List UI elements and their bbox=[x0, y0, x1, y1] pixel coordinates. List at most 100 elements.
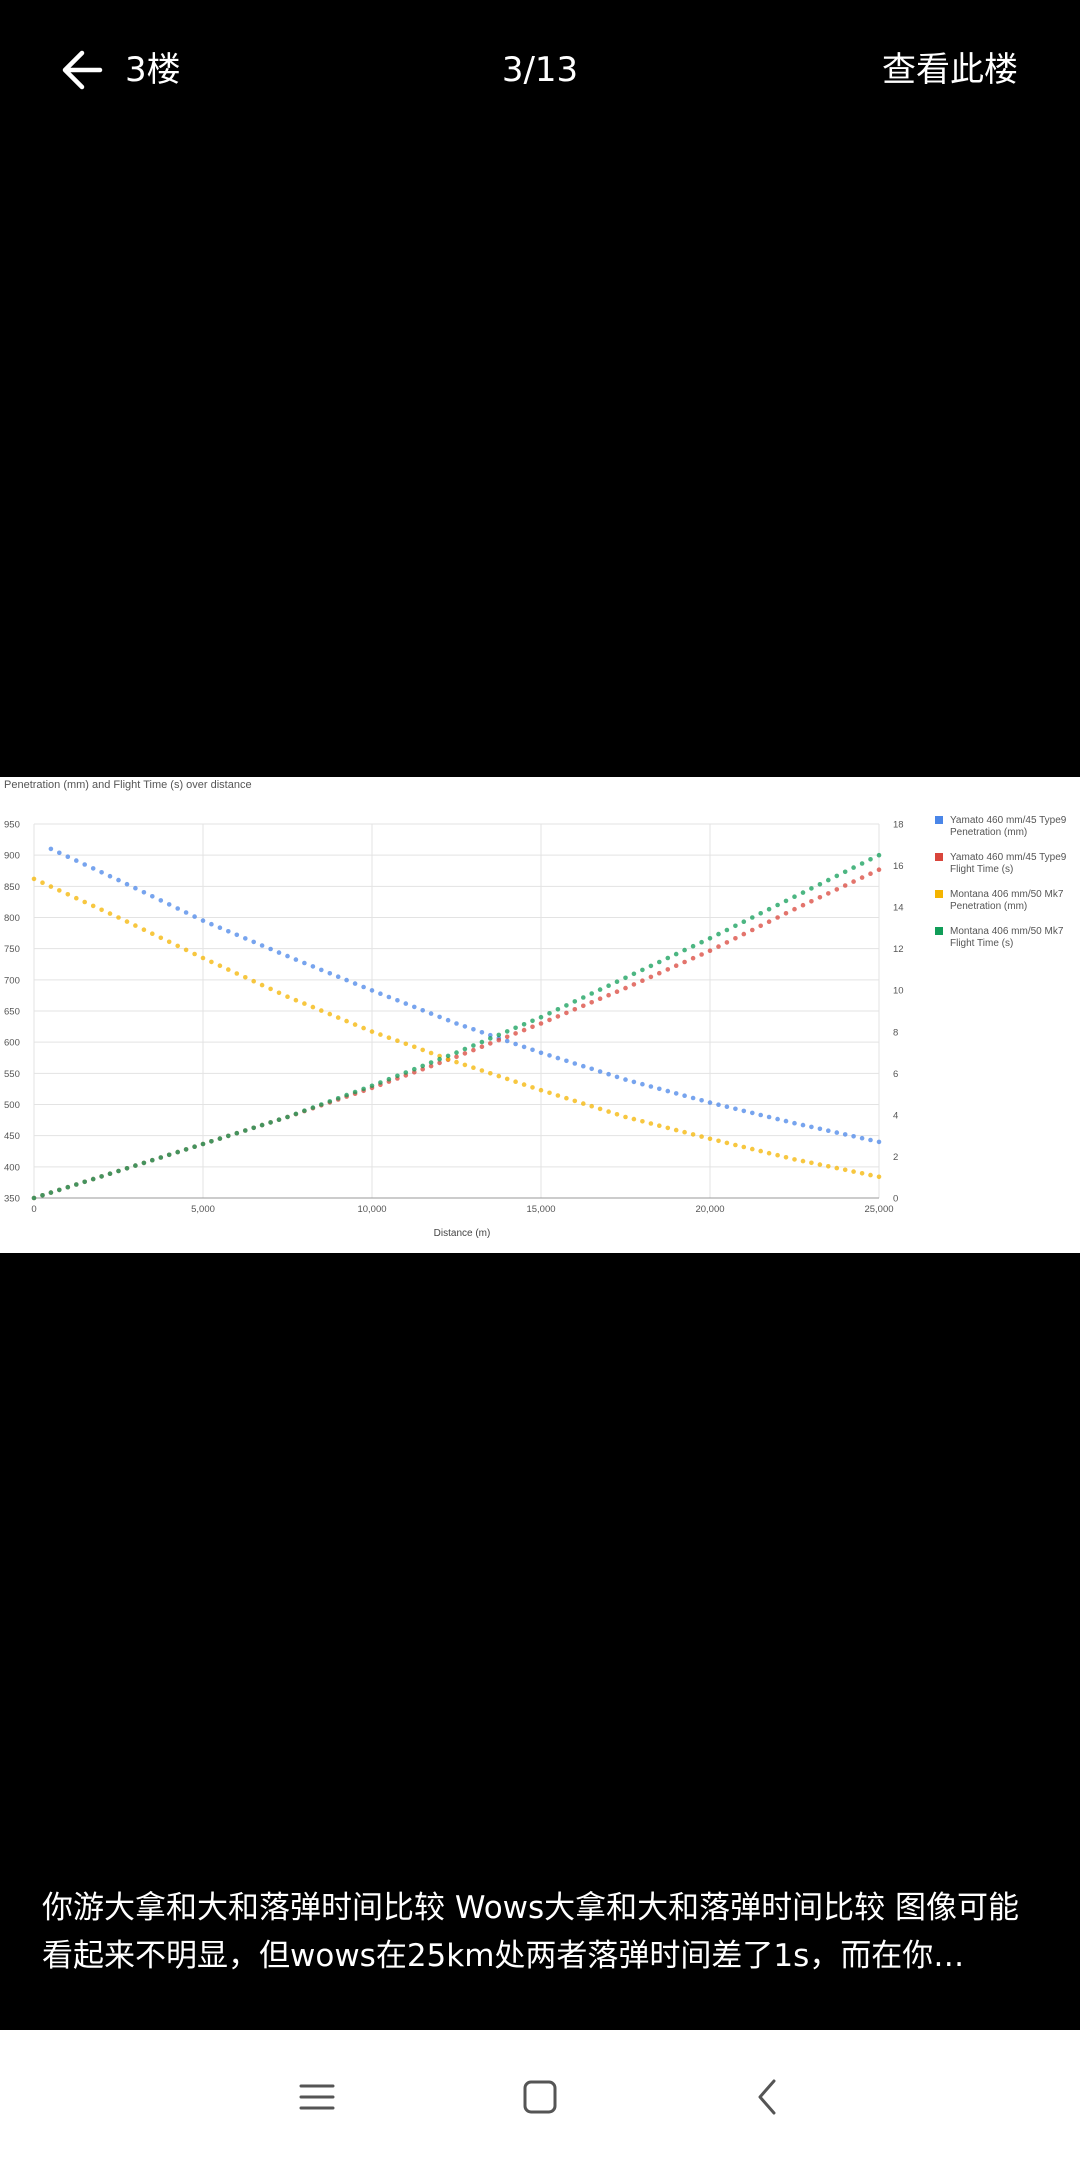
data-point-series-3 bbox=[564, 1095, 569, 1101]
data-point-series-2 bbox=[792, 906, 797, 912]
data-point-series-3 bbox=[259, 982, 265, 988]
left-tick-label: 600 bbox=[4, 1038, 20, 1049]
data-point-series-4 bbox=[302, 1108, 307, 1113]
data-point-series-3 bbox=[859, 1171, 865, 1176]
left-tick-label: 700 bbox=[4, 975, 20, 986]
data-point-series-1 bbox=[437, 1014, 442, 1020]
data-point-series-4 bbox=[733, 923, 738, 929]
data-point-series-4 bbox=[293, 1111, 299, 1117]
left-tick-label: 400 bbox=[4, 1162, 20, 1173]
x-tick-label: 5,000 bbox=[191, 1204, 215, 1215]
data-point-series-1 bbox=[150, 894, 155, 899]
chart-title: Penetration (mm) and Flight Time (s) ove… bbox=[4, 779, 252, 791]
data-point-series-4 bbox=[876, 852, 882, 858]
data-point-series-1 bbox=[538, 1050, 544, 1056]
left-tick-label: 450 bbox=[4, 1131, 20, 1142]
chart-image[interactable]: Penetration (mm) and Flight Time (s) ove… bbox=[0, 777, 1080, 1253]
data-point-series-4 bbox=[378, 1080, 383, 1085]
data-point-series-4 bbox=[259, 1122, 265, 1128]
data-point-series-3 bbox=[479, 1068, 485, 1073]
data-point-series-1 bbox=[817, 1126, 823, 1132]
data-point-series-4 bbox=[462, 1046, 468, 1052]
back-button[interactable] bbox=[52, 40, 112, 100]
x-tick-label: 10,000 bbox=[357, 1204, 386, 1215]
data-point-series-4 bbox=[217, 1136, 223, 1141]
data-point-series-1 bbox=[268, 946, 273, 952]
data-point-series-4 bbox=[82, 1179, 87, 1185]
data-point-series-4 bbox=[538, 1014, 544, 1020]
home-button[interactable] bbox=[505, 2062, 575, 2132]
data-point-series-4 bbox=[834, 873, 840, 879]
data-point-series-4 bbox=[31, 1195, 37, 1201]
data-point-series-4 bbox=[589, 991, 594, 996]
data-point-series-1 bbox=[200, 918, 206, 923]
data-point-series-1 bbox=[657, 1086, 662, 1092]
data-point-series-1 bbox=[589, 1066, 594, 1072]
data-point-series-1 bbox=[82, 862, 87, 867]
data-point-series-3 bbox=[826, 1164, 831, 1169]
data-point-series-1 bbox=[395, 998, 400, 1003]
data-point-series-3 bbox=[581, 1101, 586, 1106]
data-point-series-1 bbox=[335, 974, 341, 979]
left-tick-label: 900 bbox=[4, 851, 20, 862]
data-point-series-3 bbox=[792, 1157, 797, 1162]
data-point-series-2 bbox=[750, 927, 755, 933]
data-point-series-2 bbox=[623, 985, 628, 991]
data-point-series-4 bbox=[116, 1168, 121, 1174]
data-point-series-1 bbox=[251, 939, 256, 945]
data-point-series-3 bbox=[302, 1001, 307, 1006]
data-point-series-3 bbox=[82, 899, 87, 905]
data-point-series-1 bbox=[319, 967, 324, 973]
data-point-series-4 bbox=[454, 1050, 459, 1055]
data-point-series-2 bbox=[597, 996, 603, 1001]
data-point-series-4 bbox=[276, 1117, 282, 1122]
data-point-series-4 bbox=[741, 919, 747, 924]
data-point-series-3 bbox=[74, 895, 79, 901]
legend-swatch bbox=[935, 927, 943, 935]
data-point-series-1 bbox=[488, 1032, 493, 1038]
legend-label: Montana 406 mm/50 Mk7 bbox=[950, 889, 1064, 900]
data-point-series-2 bbox=[682, 959, 687, 965]
data-point-series-2 bbox=[488, 1041, 493, 1046]
data-point-series-3 bbox=[707, 1136, 713, 1142]
data-point-series-4 bbox=[445, 1053, 451, 1059]
data-point-series-2 bbox=[640, 978, 645, 983]
data-point-series-2 bbox=[724, 940, 730, 945]
data-point-series-1 bbox=[378, 991, 383, 996]
data-point-series-4 bbox=[175, 1149, 180, 1155]
data-point-series-2 bbox=[479, 1044, 485, 1049]
data-point-series-1 bbox=[614, 1074, 620, 1080]
menu-button[interactable] bbox=[282, 2062, 352, 2132]
data-point-series-4 bbox=[504, 1029, 510, 1034]
data-point-series-1 bbox=[682, 1093, 687, 1098]
data-point-series-4 bbox=[268, 1120, 273, 1125]
view-floor-button[interactable]: 查看此楼 bbox=[882, 50, 1018, 90]
data-point-series-4 bbox=[682, 947, 687, 953]
data-point-series-3 bbox=[183, 947, 189, 953]
data-point-series-3 bbox=[741, 1144, 747, 1150]
data-point-series-3 bbox=[682, 1129, 687, 1135]
data-point-series-2 bbox=[842, 883, 848, 888]
data-point-series-1 bbox=[572, 1061, 578, 1066]
data-point-series-1 bbox=[48, 846, 54, 852]
data-point-series-1 bbox=[293, 957, 299, 962]
data-point-series-3 bbox=[496, 1073, 502, 1079]
back-nav-button[interactable] bbox=[732, 2062, 802, 2132]
data-point-series-3 bbox=[107, 911, 113, 916]
data-point-series-3 bbox=[209, 959, 214, 965]
data-point-series-3 bbox=[428, 1050, 434, 1056]
post-caption[interactable]: 你游大拿和大和落弹时间比较 Wows大拿和大和落弹时间比较 图像可能看起来不明显… bbox=[42, 1890, 1020, 1974]
data-point-series-4 bbox=[40, 1193, 45, 1198]
data-point-series-3 bbox=[31, 876, 37, 882]
left-tick-label: 850 bbox=[4, 882, 20, 893]
back-triangle-icon bbox=[758, 2079, 776, 2115]
data-point-series-1 bbox=[555, 1055, 561, 1061]
data-point-series-2 bbox=[648, 974, 654, 980]
legend-label: Yamato 460 mm/45 Type9 bbox=[950, 852, 1067, 863]
data-point-series-2 bbox=[504, 1034, 510, 1040]
data-point-series-2 bbox=[800, 902, 806, 908]
data-point-series-4 bbox=[716, 931, 721, 937]
data-point-series-4 bbox=[800, 890, 806, 895]
data-point-series-4 bbox=[192, 1144, 197, 1149]
data-point-series-3 bbox=[276, 990, 282, 996]
